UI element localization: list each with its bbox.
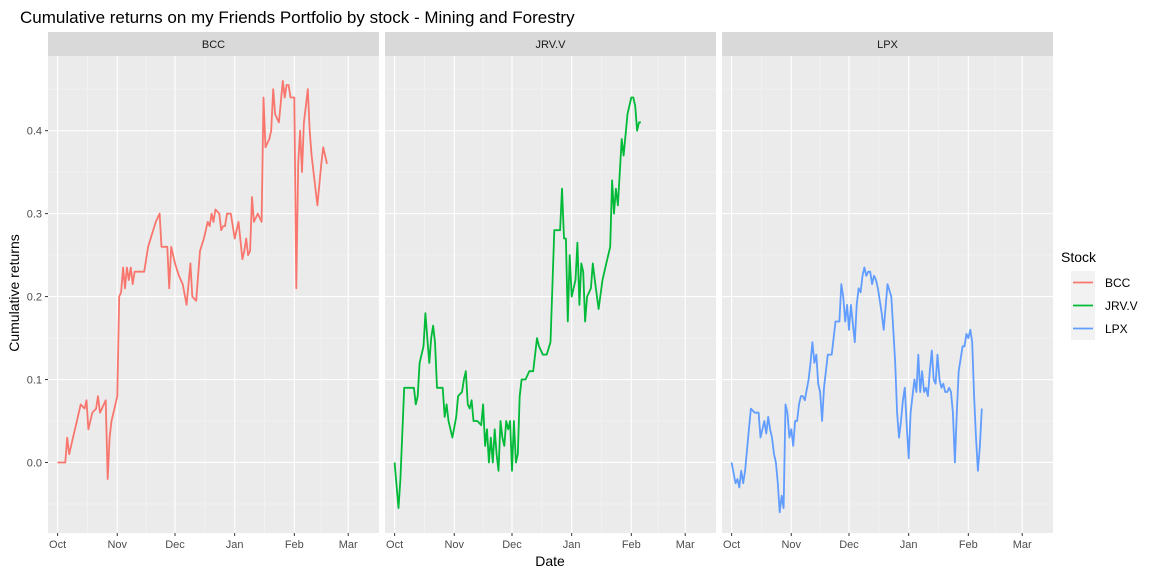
chart-title: Cumulative returns on my Friends Portfol… [20,8,575,27]
legend-label: LPX [1105,322,1128,336]
x-tick-label: Nov [107,539,127,551]
x-tick-label: Feb [959,539,978,551]
x-tick-label: Oct [386,539,403,551]
x-axis-title: Date [535,553,565,569]
x-tick-label: Feb [285,539,304,551]
facet-strip [722,32,1053,56]
x-tick-label: Oct [49,539,66,551]
facet-strip [385,32,716,56]
y-tick-label: 0.1 [27,375,42,387]
y-axis-title: Cumulative returns [6,234,22,352]
x-tick-label: Nov [444,539,464,551]
y-tick-label: 0.0 [27,457,42,469]
panel-background [385,56,716,533]
x-tick-label: Mar [676,539,695,551]
x-tick-label: Dec [502,539,522,551]
panel-background [48,56,379,533]
legend-title: Stock [1061,249,1097,265]
legend-label: BCC [1105,276,1131,290]
x-tick-label: Dec [165,539,185,551]
legend: Stock BCC JRV.V LPX [1061,249,1138,340]
y-tick-label: 0.3 [27,209,42,221]
facet-panel: LPX Oct Nov Dec Jan Feb Mar [722,32,1053,551]
series-line [57,80,328,480]
facet-strip-label: JRV.V [536,39,567,51]
series-line [393,96,641,509]
x-tick-label: Feb [622,539,641,551]
facet-strip-label: BCC [202,39,225,51]
x-tick-label: Nov [781,539,801,551]
x-tick-label: Jan [900,539,918,551]
x-tick-label: Dec [839,539,859,551]
facet-panel: BCC Oct Nov Dec Jan Feb Mar [48,32,379,551]
x-tick-label: Mar [339,539,358,551]
facet-strip-label: LPX [877,39,898,51]
facet-panel: JRV.V Oct Nov Dec Jan Feb Mar [385,32,716,551]
y-tick-label: 0.2 [27,292,42,304]
y-tick-label: 0.4 [27,126,42,138]
series-line [730,266,983,514]
x-tick-label: Oct [723,539,740,551]
legend-label: JRV.V [1105,299,1138,313]
x-tick-label: Jan [226,539,244,551]
x-tick-label: Mar [1013,539,1032,551]
facet-strip [48,32,379,56]
x-tick-label: Jan [563,539,581,551]
